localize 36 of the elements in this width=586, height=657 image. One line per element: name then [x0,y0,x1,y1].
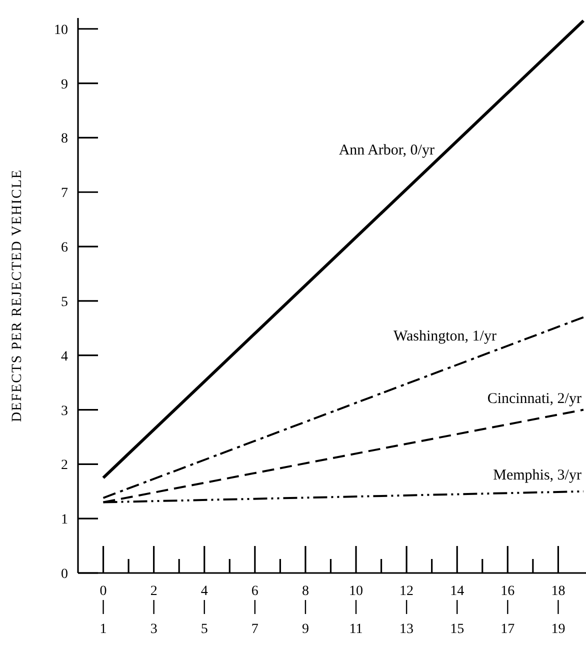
y-tick-label: 2 [61,458,68,474]
x-tick-label: 16 [500,584,515,599]
x-tick-label: 0 [100,584,107,599]
series-label: Washington, 1/yr [394,328,496,344]
y-tick-label: 7 [61,186,68,202]
x-tick-label: 4 [200,584,208,599]
x-tick-label: 12 [400,584,414,599]
y-axis-title: DEFECTS PER REJECTED VEHICLE [10,169,25,422]
x2-tick-label: 5 [200,622,208,637]
y-tick-label: 6 [61,240,68,256]
x2-tick-label: 11 [349,622,363,637]
x-tick-label: 2 [150,584,158,599]
x-tick-label: 14 [450,584,464,599]
series-label: Memphis, 3/yr [493,467,582,484]
series-label: Cincinnati, 2/yr [487,390,582,407]
y-tick-label: 5 [61,294,68,310]
x2-tick-label: 15 [450,622,464,637]
x2-tick-label: 9 [302,622,309,637]
y-tick-label: 9 [61,77,68,92]
x2-tick-label: 1 [100,622,107,637]
y-tick-label: 10 [54,22,68,38]
x-tick-label: 18 [551,584,566,599]
x2-tick-label: 13 [400,622,414,637]
y-tick-label: 0 [61,567,68,582]
y-tick-label: 8 [61,132,68,147]
x2-tick-label: 17 [500,622,515,637]
series-label: Ann Arbor, 0/yr [338,142,434,159]
x-tick-label: 8 [302,584,309,599]
x-tick-label: 10 [349,584,364,599]
x2-tick-label: 19 [551,622,566,637]
x2-tick-label: 7 [251,622,258,637]
y-tick-label: 3 [61,404,68,419]
y-tick-label: 4 [61,349,68,364]
x2-tick-label: 3 [150,622,158,637]
y-tick-label: 1 [61,512,68,528]
x-tick-label: 6 [251,584,258,599]
